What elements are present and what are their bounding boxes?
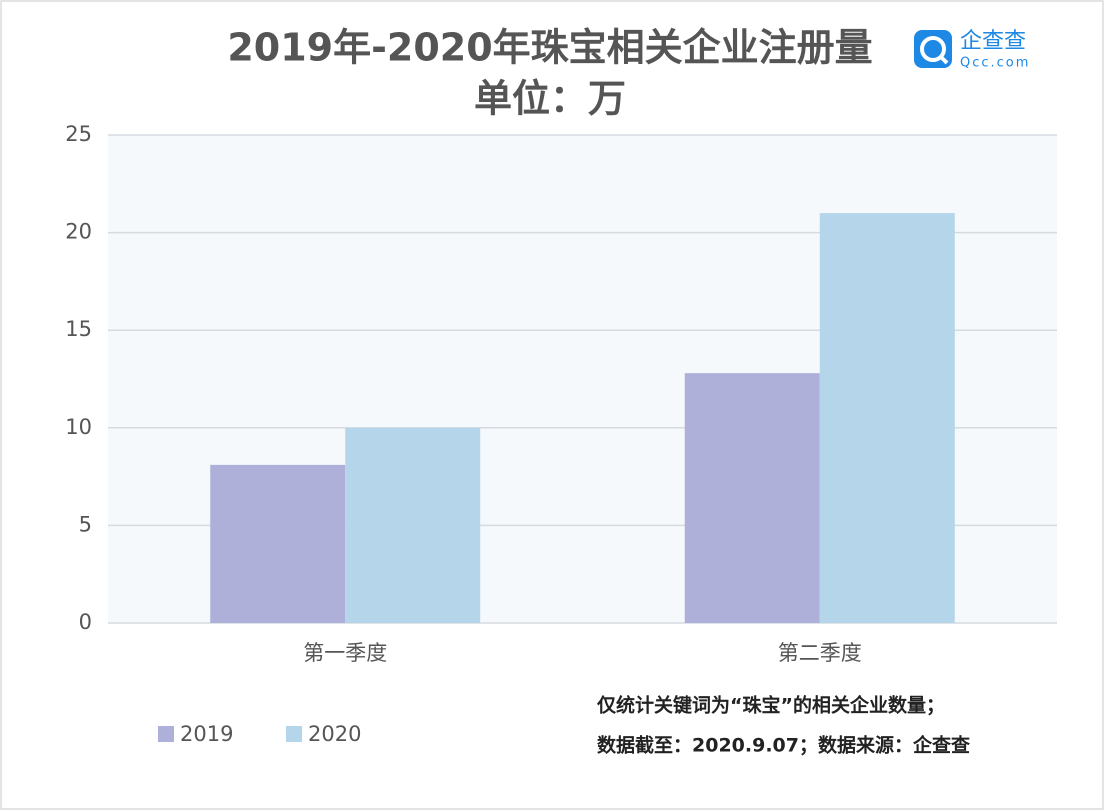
logo: 企查查 Qcc.com <box>914 29 1030 71</box>
bar <box>819 213 955 623</box>
logo-name: 企查查 <box>960 29 1026 54</box>
legend-label: 2020 <box>308 722 361 746</box>
logo-url: Qcc.com <box>960 56 1030 71</box>
x-tick-label: 第二季度 <box>778 641 862 665</box>
legend-swatch <box>158 726 174 742</box>
legend-label: 2019 <box>180 722 233 746</box>
y-tick-label: 25 <box>65 122 92 146</box>
y-tick-label: 15 <box>65 317 92 341</box>
x-tick-label: 第一季度 <box>303 641 387 665</box>
chart-title: 2019年-2020年珠宝相关企业注册量 <box>227 26 872 70</box>
y-tick-label: 0 <box>79 610 92 634</box>
logo-ring <box>920 36 946 62</box>
chart-subtitle: 单位：万 <box>474 77 626 121</box>
note: 仅统计关键词为“珠宝”的相关企业数量； <box>596 694 945 717</box>
bar <box>345 427 481 623</box>
y-tick-label: 10 <box>65 415 92 439</box>
y-tick-label: 5 <box>79 512 92 536</box>
y-tick-label: 20 <box>65 220 92 244</box>
legend-swatch <box>286 726 302 742</box>
logo-handle <box>938 54 949 65</box>
note: 数据截至：2020.9.07；数据来源：企查查 <box>597 734 971 757</box>
bar <box>684 373 820 623</box>
bar <box>210 464 346 623</box>
